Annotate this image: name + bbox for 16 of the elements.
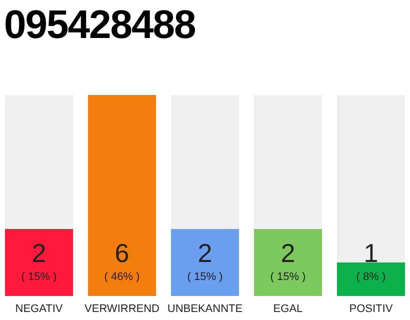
x-tick-label: UNBEKANNTE — [167, 303, 243, 315]
annotation: ( 8% ) — [356, 271, 386, 283]
x-tick-label: EGAL — [273, 303, 303, 315]
chart-title: 095428488 — [4, 3, 196, 47]
annotation: ( 15% ) — [187, 271, 223, 283]
x-tick-label: NEGATIV — [15, 303, 64, 315]
x-tick-label: POSITIV — [349, 303, 394, 315]
data-label: 1 — [364, 238, 378, 268]
annotation: ( 15% ) — [270, 271, 306, 283]
annotation: ( 15% ) — [21, 271, 57, 283]
data-label: 6 — [114, 238, 130, 268]
annotation: ( 46% ) — [104, 271, 140, 283]
x-tick-label: VERWIRREND — [84, 303, 160, 315]
data-label: 2 — [32, 238, 46, 268]
data-label: 2 — [198, 238, 212, 268]
data-label: 2 — [280, 238, 296, 268]
